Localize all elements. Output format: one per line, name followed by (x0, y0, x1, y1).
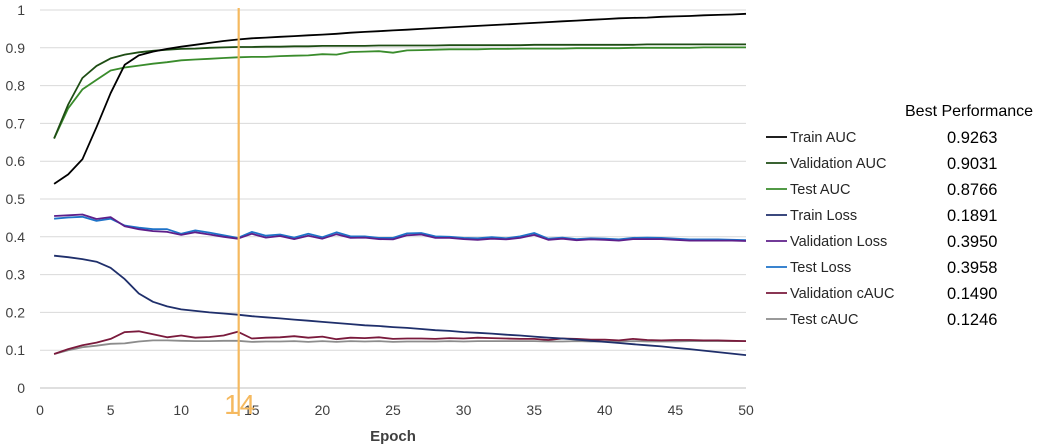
y-tick-label: 0.9 (6, 40, 26, 56)
series-line-validation-cauc (53, 330, 747, 355)
y-tick-label: 0.2 (6, 304, 26, 320)
legend-label-validation-cauc: Validation cAUC (790, 286, 895, 302)
y-tick-label: 0.5 (6, 191, 26, 207)
legend: Train AUC 0.9263 Validation AUC 0.9031 Test … (766, 129, 997, 329)
x-tick-label: 35 (526, 402, 542, 418)
legend-label-test-loss: Test Loss (790, 260, 851, 276)
epoch-marker-label: 14 (224, 389, 255, 420)
best-value-test-auc: 0.8766 (947, 181, 997, 199)
series-line-train-loss (54, 254, 747, 356)
series-line-validation-loss (54, 213, 747, 242)
best-value-validation-loss: 0.3950 (947, 233, 997, 251)
y-axis-ticks: 0 0.1 0.2 0.3 0.4 0.5 0.6 0.7 0.8 0.9 1 (6, 2, 26, 396)
y-tick-label: 0.8 (6, 78, 26, 94)
legend-label-train-auc: Train AUC (790, 130, 856, 146)
best-value-test-cauc: 0.1246 (947, 311, 997, 329)
x-tick-label: 20 (315, 402, 331, 418)
y-tick-label: 1 (17, 2, 25, 18)
x-tick-label: 25 (385, 402, 401, 418)
x-tick-label: 10 (173, 402, 189, 418)
y-tick-label: 0.4 (6, 229, 26, 245)
best-value-validation-auc: 0.9031 (947, 155, 997, 173)
y-tick-label: 0.1 (6, 342, 26, 358)
legend-label-test-auc: Test AUC (790, 182, 850, 198)
x-tick-label: 5 (107, 402, 115, 418)
legend-label-test-cauc: Test cAUC (790, 312, 859, 328)
legend-label-validation-loss: Validation Loss (790, 234, 887, 250)
series-line-test-auc (53, 46, 746, 139)
y-tick-label: 0.7 (6, 115, 26, 131)
legend-title: Best Performance (905, 103, 1033, 120)
x-tick-label: 0 (36, 402, 44, 418)
legend-label-validation-auc: Validation AUC (790, 156, 886, 172)
best-value-test-loss: 0.3958 (947, 259, 997, 277)
x-tick-label: 45 (668, 402, 684, 418)
x-tick-label: 15 (244, 402, 260, 418)
gridlines (40, 9, 746, 351)
series-line-validation-auc (53, 43, 746, 139)
series-line-train-auc (53, 12, 747, 185)
x-axis-ticks: 0 5 10 15 20 25 30 35 40 45 50 (36, 402, 754, 418)
best-value-validation-cauc: 0.1490 (947, 285, 997, 303)
y-tick-label: 0.6 (6, 153, 26, 169)
y-tick-label: 0.3 (6, 267, 26, 283)
best-value-train-loss: 0.1891 (947, 207, 997, 225)
x-tick-label: 40 (597, 402, 613, 418)
legend-label-train-loss: Train Loss (790, 208, 857, 224)
series-lines (53, 12, 747, 356)
y-tick-label: 0 (17, 380, 25, 396)
best-value-train-auc: 0.9263 (947, 129, 997, 147)
x-tick-label: 30 (456, 402, 472, 418)
series-line-test-cauc (53, 339, 746, 355)
x-tick-label: 50 (738, 402, 754, 418)
series-line-test-loss (54, 215, 747, 242)
x-axis-title: Epoch (370, 428, 416, 445)
